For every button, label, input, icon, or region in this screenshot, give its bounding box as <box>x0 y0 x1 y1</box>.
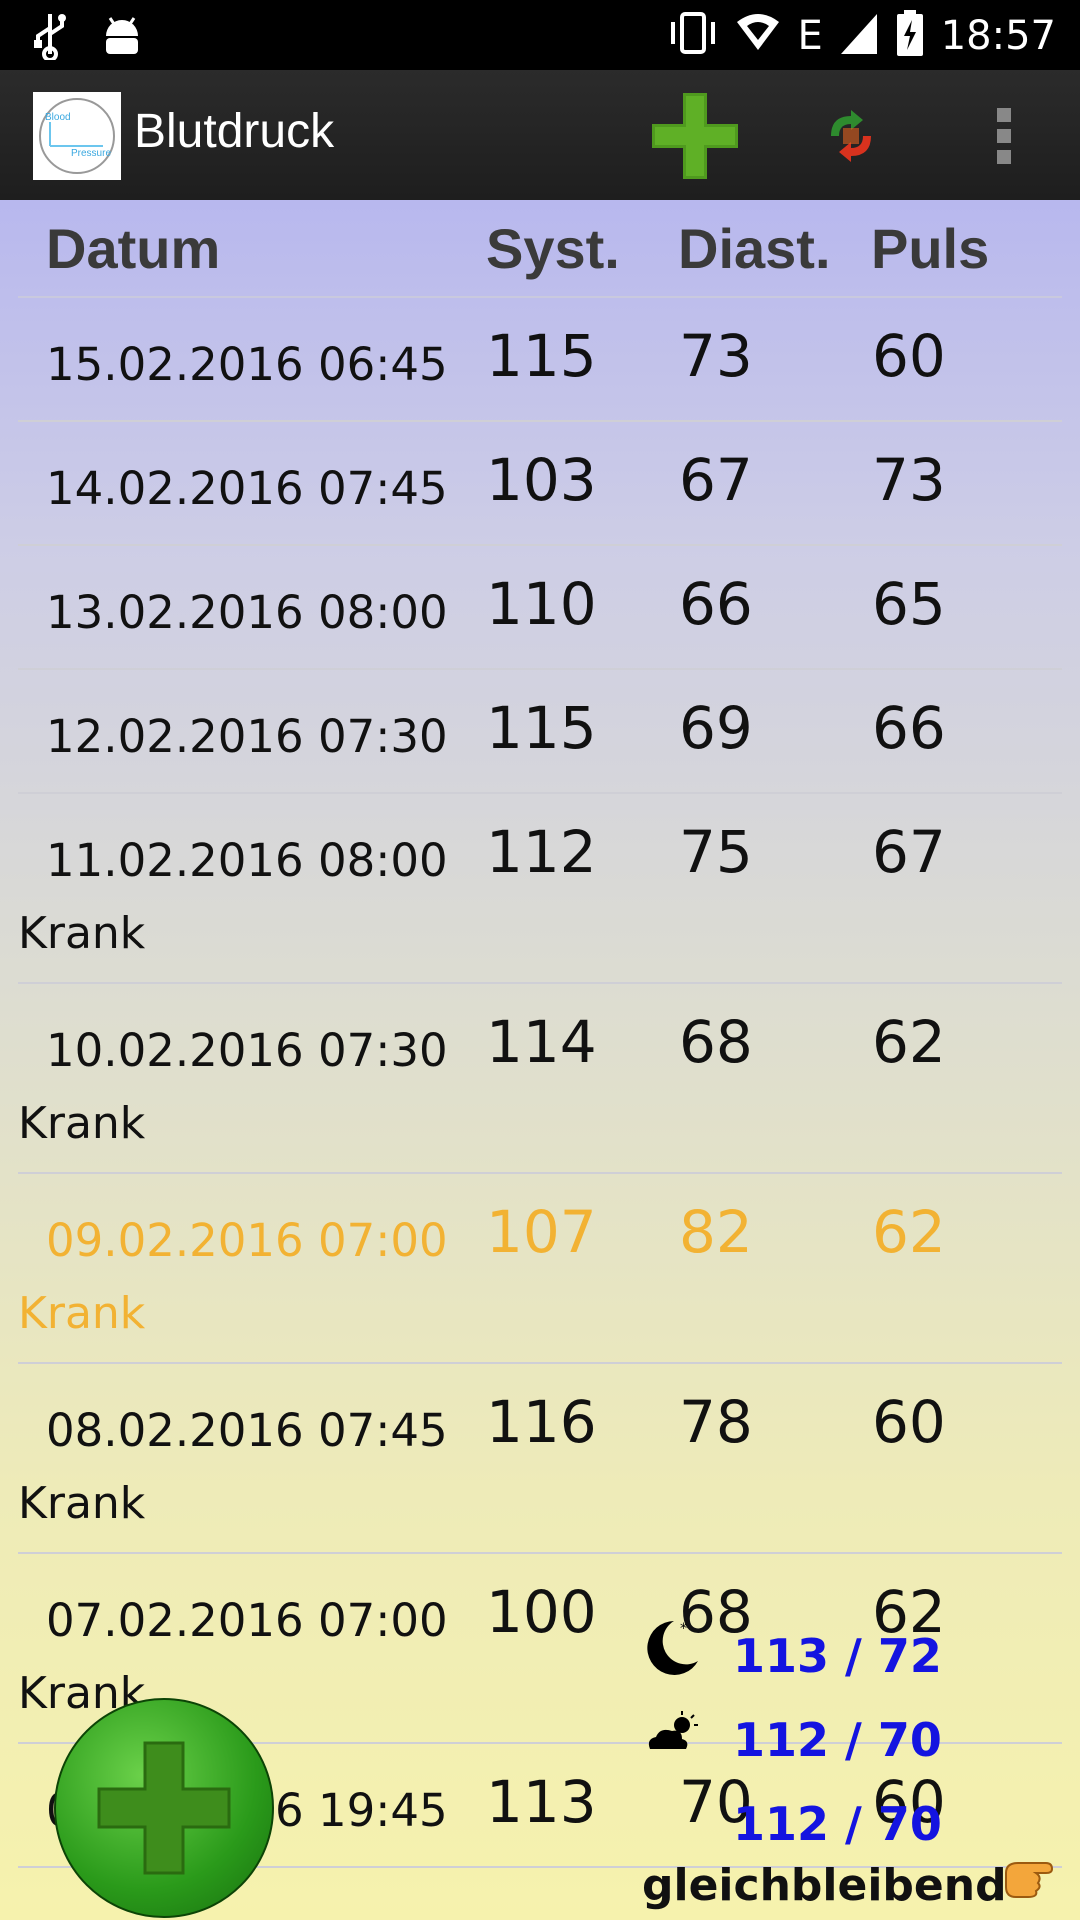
row-diastolic: 73 <box>679 322 753 390</box>
row-diastolic: 78 <box>679 1388 753 1456</box>
action-bar: Blood Pressure Blutdruck <box>0 70 1080 200</box>
table-header: Datum Syst. Diast. Puls <box>18 200 1062 298</box>
app-logo[interactable]: Blood Pressure <box>33 92 121 180</box>
row-date: 12.02.2016 07:30 <box>46 710 448 763</box>
row-diastolic: 69 <box>679 694 753 762</box>
overflow-menu-button[interactable] <box>956 88 1052 184</box>
logo-text-pressure: Pressure <box>71 148 111 159</box>
row-date: 09.02.2016 07:00 <box>46 1214 448 1267</box>
row-pulse: 62 <box>872 1008 946 1076</box>
row-note: Krank <box>18 908 146 959</box>
table-row[interactable]: 13.02.2016 08:00 110 66 65 <box>18 544 1062 670</box>
battery-charging-icon <box>895 8 925 63</box>
vibrate-icon <box>667 8 719 63</box>
row-pulse: 66 <box>872 694 946 762</box>
row-date: 07.02.2016 07:00 <box>46 1594 448 1647</box>
trend-text: gleichbleibend <box>642 1860 1007 1911</box>
row-date: 11.02.2016 08:00 <box>46 834 448 887</box>
row-pulse: 73 <box>872 446 946 514</box>
floating-add-button[interactable] <box>54 1698 274 1918</box>
row-pulse: 62 <box>872 1578 946 1646</box>
row-systolic: 107 <box>486 1198 597 1266</box>
row-pulse: 67 <box>872 818 946 886</box>
row-diastolic: 70 <box>679 1768 753 1836</box>
row-date: 10.02.2016 07:30 <box>46 1024 448 1077</box>
table-row[interactable]: 14.02.2016 07:45 103 67 73 <box>18 420 1062 546</box>
row-pulse: 60 <box>872 322 946 390</box>
partly-cloudy-icon <box>644 1711 704 1760</box>
row-systolic: 103 <box>486 446 597 514</box>
wifi-icon <box>735 8 781 63</box>
row-diastolic: 75 <box>679 818 753 886</box>
row-systolic: 114 <box>486 1008 597 1076</box>
app-title: Blutdruck <box>134 105 335 158</box>
table-row[interactable]: 11.02.2016 08:00 112 75 67 Krank <box>18 792 1062 984</box>
row-systolic: 110 <box>486 570 597 638</box>
logo-text-blood: Blood <box>45 112 71 123</box>
row-diastolic: 67 <box>679 446 753 514</box>
row-systolic: 115 <box>486 694 597 762</box>
total-average: 112 / 70 <box>733 1797 942 1851</box>
row-diastolic: 68 <box>679 1008 753 1076</box>
header-pulse[interactable]: Puls <box>871 217 990 280</box>
table-row[interactable]: 15.02.2016 06:45 115 73 60 <box>18 296 1062 422</box>
row-pulse: 60 <box>872 1768 946 1836</box>
row-systolic: 112 <box>486 818 597 886</box>
row-date: 15.02.2016 06:45 <box>46 338 448 391</box>
night-average: 113 / 72 <box>733 1629 942 1683</box>
row-date: 14.02.2016 07:45 <box>46 462 448 515</box>
averages-summary: * 113 / 72 112 / 70 112 / 70 gleichbleib… <box>640 1615 1080 1920</box>
row-diastolic: 82 <box>679 1198 753 1266</box>
row-note: Krank <box>18 1478 146 1529</box>
day-average: 112 / 70 <box>733 1713 942 1767</box>
row-diastolic: 68 <box>679 1578 753 1646</box>
sync-button[interactable] <box>803 88 899 184</box>
signal-icon <box>839 8 879 63</box>
row-systolic: 113 <box>486 1768 597 1836</box>
header-date[interactable]: Datum <box>46 217 221 280</box>
header-systolic[interactable]: Syst. <box>486 217 620 280</box>
add-icon <box>652 93 738 179</box>
table-row[interactable]: 12.02.2016 07:30 115 69 66 <box>18 668 1062 794</box>
row-diastolic: 66 <box>679 570 753 638</box>
header-diastolic[interactable]: Diast. <box>678 217 831 280</box>
row-pulse: 60 <box>872 1388 946 1456</box>
row-pulse: 62 <box>872 1198 946 1266</box>
table-row[interactable]: 08.02.2016 07:45 116 78 60 Krank <box>18 1362 1062 1554</box>
row-date: 08.02.2016 07:45 <box>46 1404 448 1457</box>
add-icon <box>97 1741 231 1875</box>
table-row-highlighted[interactable]: 09.02.2016 07:00 107 82 62 Krank <box>18 1172 1062 1364</box>
table-row[interactable]: 10.02.2016 07:30 114 68 62 Krank <box>18 982 1062 1174</box>
row-note: Krank <box>18 1288 146 1339</box>
add-button[interactable] <box>647 88 743 184</box>
clock: 18:57 <box>940 12 1056 59</box>
sync-icon <box>831 110 871 162</box>
moon-icon: * <box>640 1615 704 1684</box>
row-systolic: 100 <box>486 1578 597 1646</box>
row-date: 13.02.2016 08:00 <box>46 586 448 639</box>
usb-icon <box>30 10 70 65</box>
row-systolic: 115 <box>486 322 597 390</box>
row-note: Krank <box>18 1098 146 1149</box>
row-pulse: 65 <box>872 570 946 638</box>
hand-pointing-icon <box>1002 1853 1058 1906</box>
network-type: E <box>797 12 823 59</box>
overflow-menu-icon <box>997 108 1011 164</box>
android-icon <box>100 10 144 65</box>
status-bar: E 18:57 <box>0 0 1080 70</box>
row-systolic: 116 <box>486 1388 597 1456</box>
svg-text:*: * <box>680 1621 687 1637</box>
